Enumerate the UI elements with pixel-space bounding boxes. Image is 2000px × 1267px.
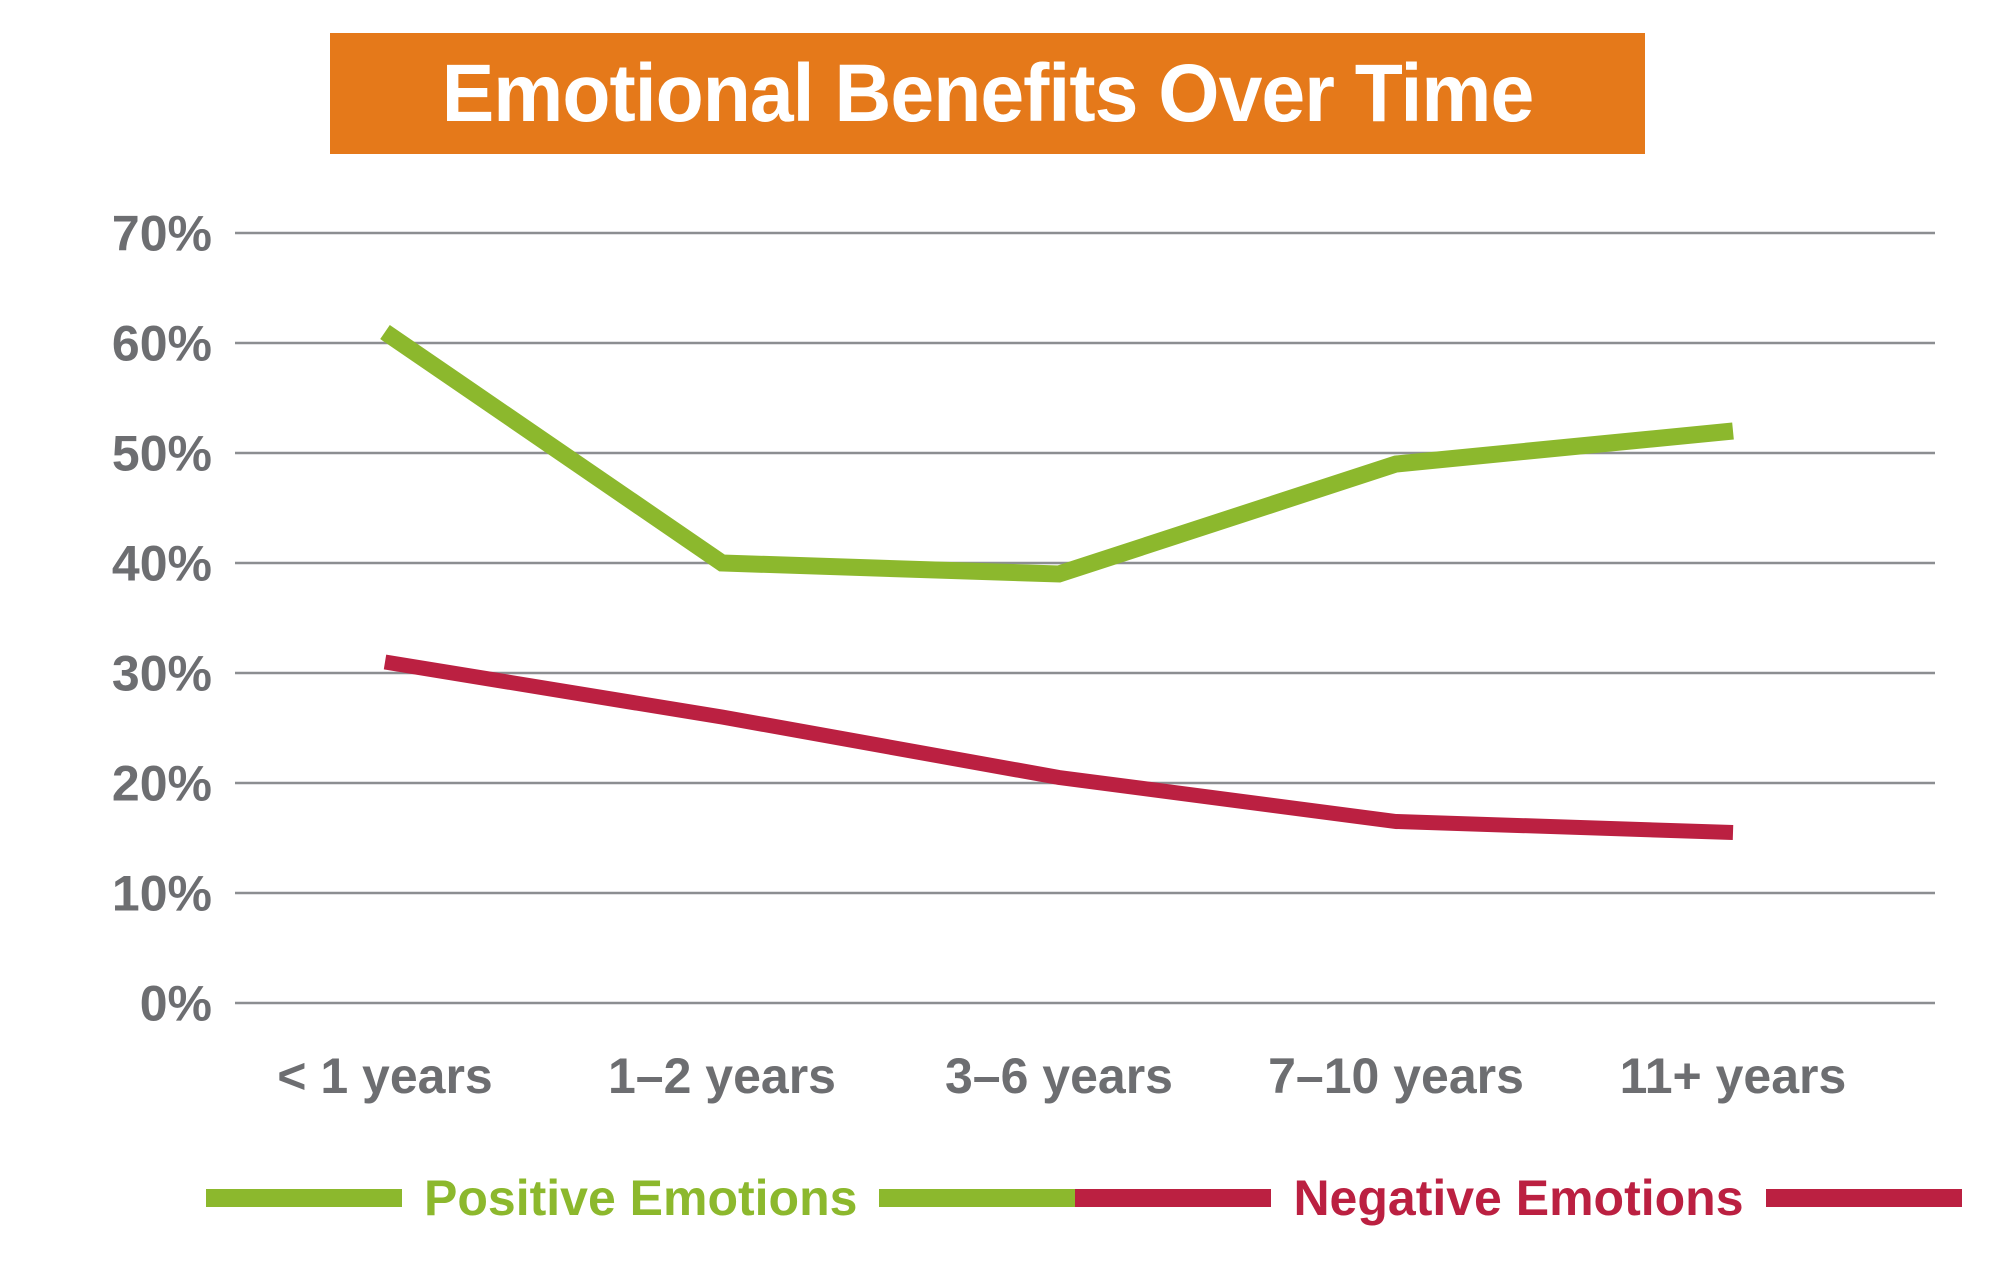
legend-item-positive-emotions: Positive Emotions <box>206 1169 1076 1227</box>
series-line-positive-emotions <box>380 324 1734 583</box>
chart-title: Emotional Benefits Over Time <box>441 47 1535 139</box>
positive-emotions-line-sample-left <box>206 1189 402 1207</box>
x-tick-label-4: 7–10 years <box>1268 1048 1524 1104</box>
y-tick-label-50%: 50% <box>112 426 212 482</box>
y-tick-label-60%: 60% <box>112 316 212 372</box>
negative-emotions-legend-label: Negative Emotions <box>1293 1170 1744 1226</box>
chart-title-banner: Emotional Benefits Over Time <box>330 33 1645 154</box>
negative-emotions-line-sample-left <box>1075 1189 1272 1207</box>
y-tick-label-10%: 10% <box>112 866 212 922</box>
positive-emotions-line-sample-right <box>879 1189 1076 1207</box>
y-tick-label-20%: 20% <box>112 756 212 812</box>
positive-emotions-legend-label: Positive Emotions <box>424 1170 858 1226</box>
x-tick-label-3: 3–6 years <box>945 1048 1173 1104</box>
negative-emotions-line-sample-right <box>1765 1189 1962 1207</box>
y-tick-label-70%: 70% <box>112 206 212 262</box>
y-tick-label-30%: 30% <box>112 646 212 702</box>
y-tick-label-40%: 40% <box>112 536 212 592</box>
y-tick-label-0%: 0% <box>140 976 212 1032</box>
x-tick-label-2: 1–2 years <box>608 1048 836 1104</box>
series-line-negative-emotions <box>383 654 1734 840</box>
legend-item-negative-emotions: Negative Emotions <box>1075 1169 1962 1227</box>
x-tick-label-5: 11+ years <box>1620 1048 1847 1104</box>
x-tick-label-1: < 1 years <box>277 1048 492 1104</box>
chart-legend: Positive Emotions Negative Emotions <box>206 1168 1962 1228</box>
